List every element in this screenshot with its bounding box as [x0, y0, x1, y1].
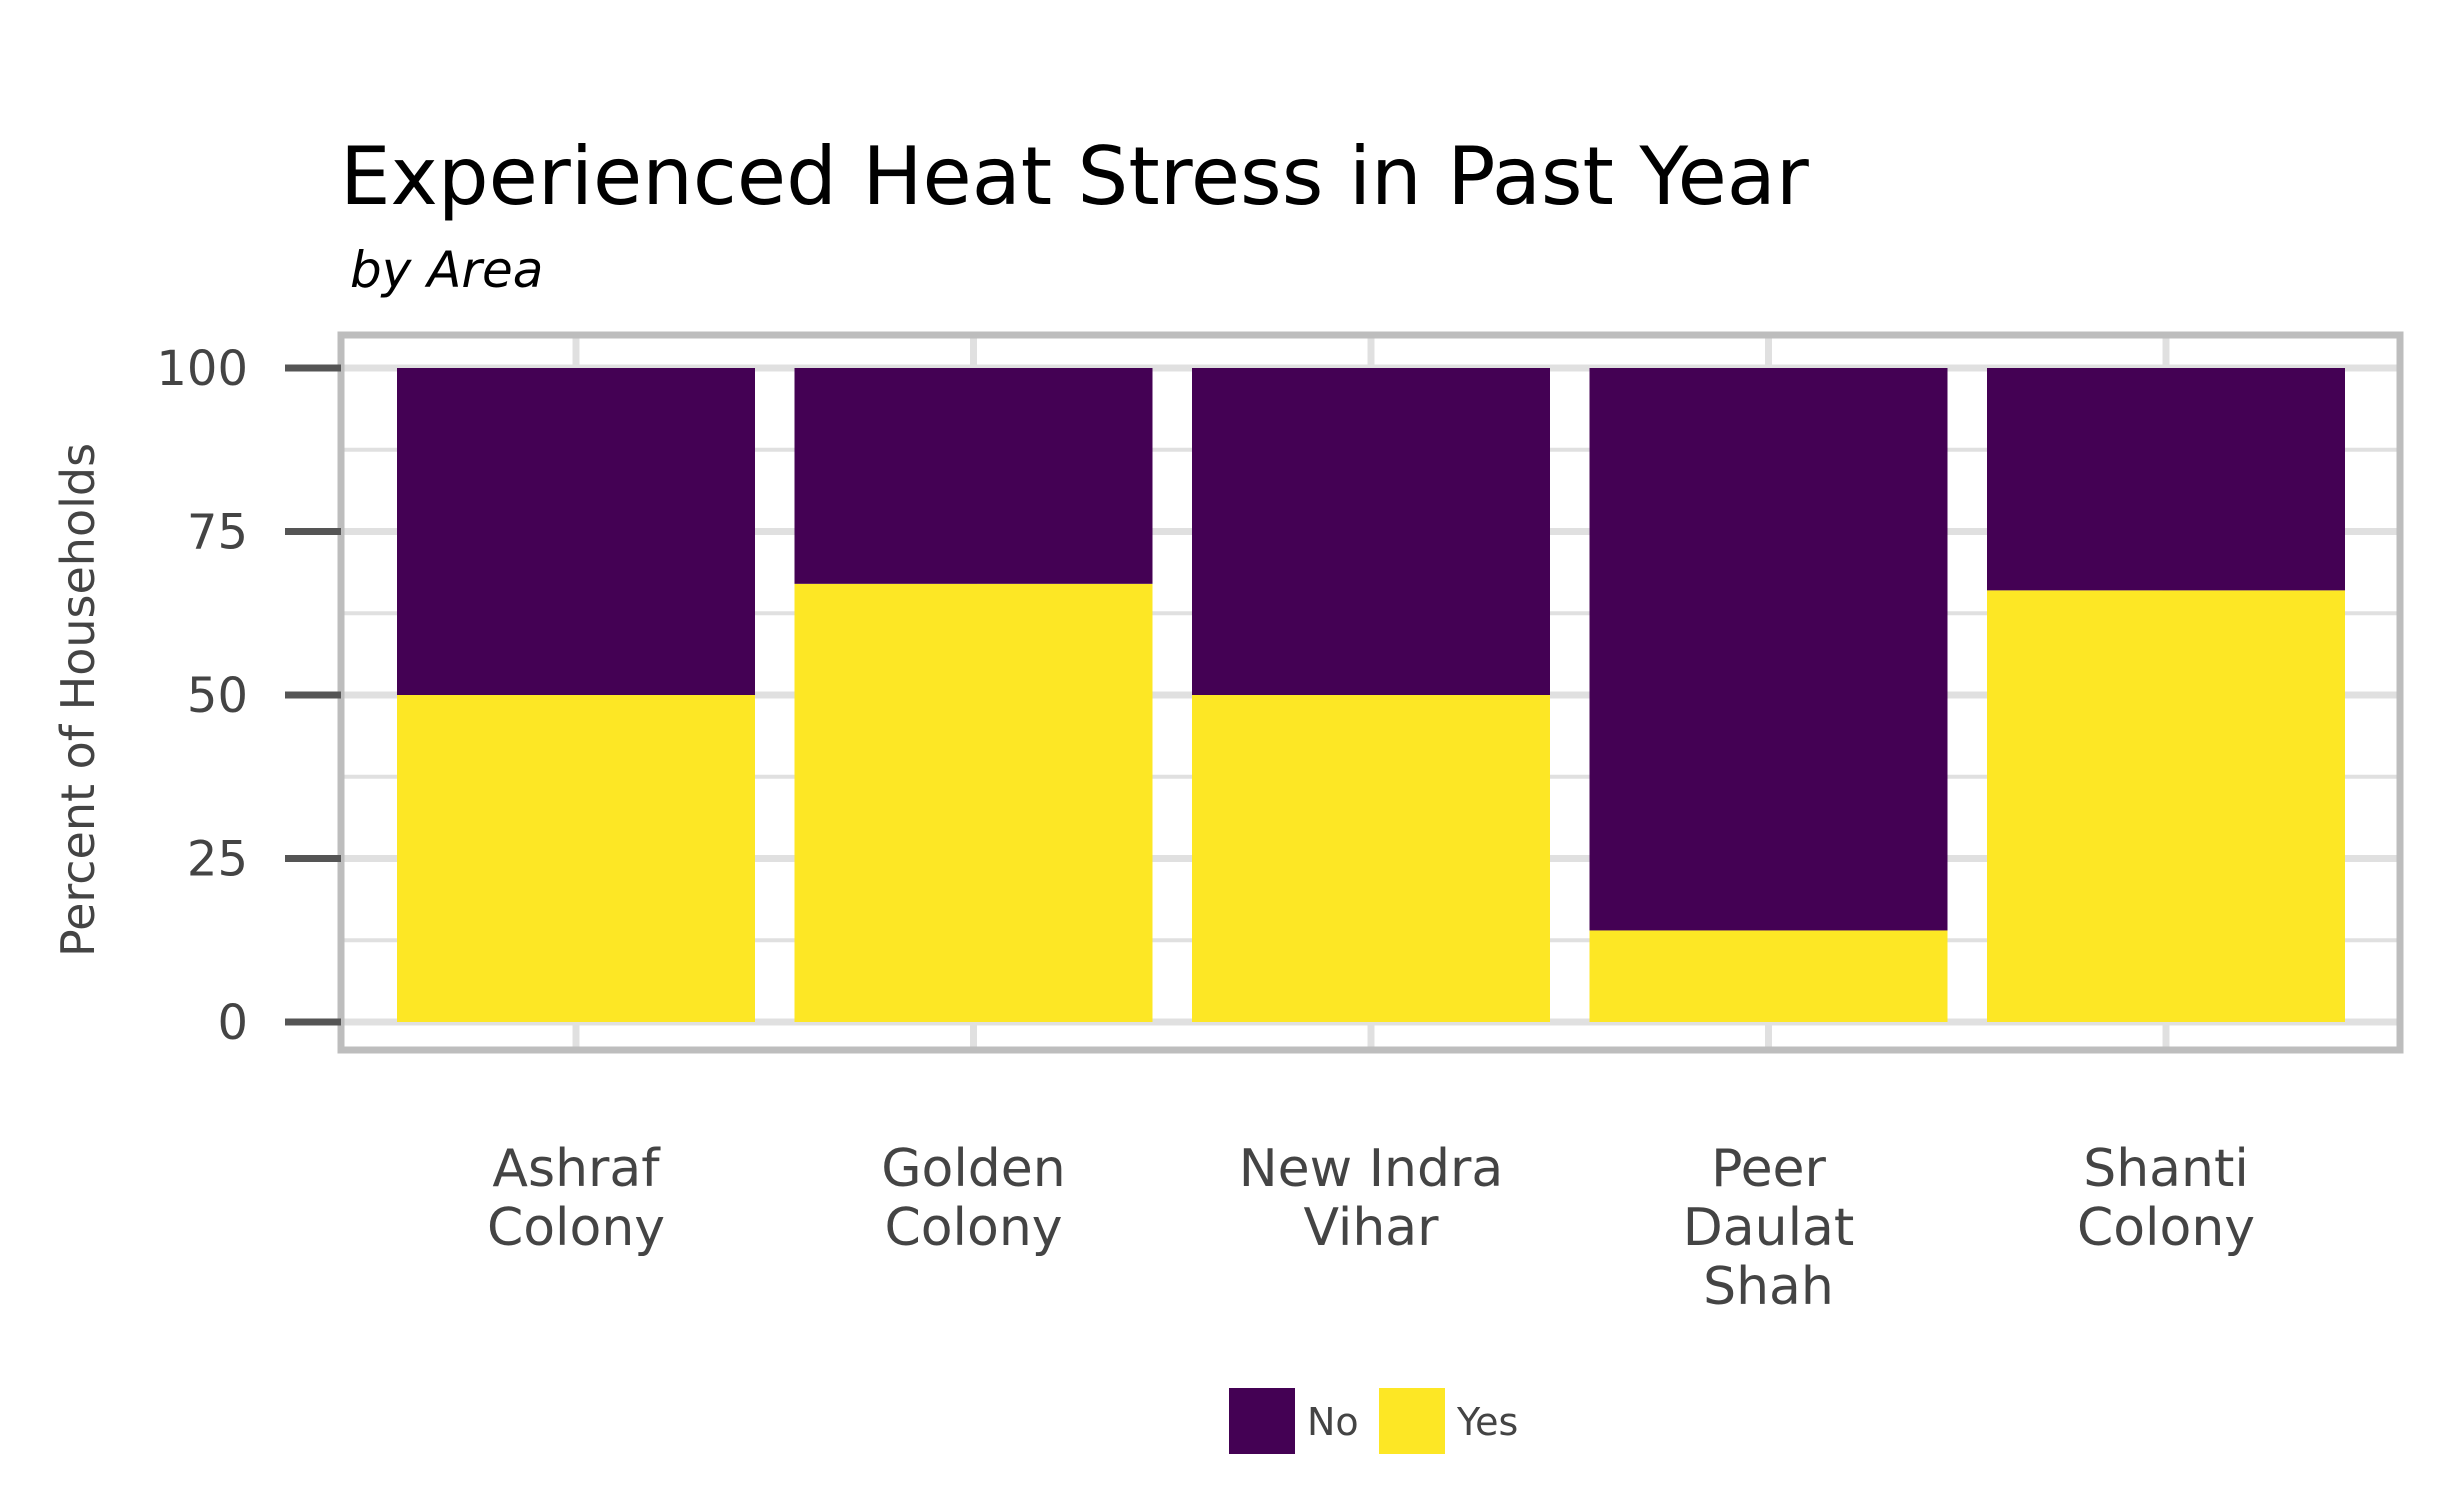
x-tick-label: Golden Colony	[881, 1139, 1066, 1258]
y-axis-title: Percent of Households	[51, 443, 105, 957]
bar-yes	[794, 583, 1153, 1022]
y-tick-label: 50	[187, 668, 248, 724]
y-tick-label: 0	[217, 995, 248, 1051]
x-tick-label-line: Colony	[884, 1198, 1062, 1258]
chart-title: Experienced Heat Stress in Past Year	[340, 130, 1809, 223]
x-tick-label-line: Vihar	[1303, 1198, 1439, 1258]
bar-no	[1987, 368, 2345, 591]
y-tick-label: 25	[187, 832, 248, 888]
bar-no	[397, 368, 755, 695]
x-tick-label-line: New Indra	[1239, 1139, 1504, 1199]
legend-swatch	[1229, 1388, 1295, 1454]
axis-ticks	[285, 364, 341, 1026]
bar-no	[794, 368, 1153, 584]
legend-label: No	[1307, 1400, 1359, 1444]
bar-yes	[1192, 695, 1550, 1022]
x-tick-label-line: Shanti	[2083, 1139, 2249, 1199]
legend: No Yes	[1229, 1388, 1518, 1454]
x-tick-label: Ashraf Colony	[487, 1139, 665, 1258]
x-tick-label-line: Ashraf	[492, 1139, 661, 1199]
y-tick-label: 100	[156, 341, 248, 397]
x-tick-label-line: Golden	[881, 1139, 1066, 1199]
bar-no	[1192, 368, 1550, 695]
x-tick-label-line: Shah	[1703, 1257, 1834, 1317]
x-tick-label: Peer Daulat Shah	[1683, 1139, 1855, 1317]
y-tick-label: 75	[187, 505, 248, 561]
x-tick-label-line: Colony	[2077, 1198, 2255, 1258]
x-tick-label: Shanti Colony	[2077, 1139, 2255, 1258]
legend-swatch	[1379, 1388, 1445, 1454]
x-tick-label: New Indra Vihar	[1239, 1139, 1504, 1258]
x-tick-label-line: Daulat	[1683, 1198, 1855, 1258]
legend-label: Yes	[1456, 1400, 1518, 1444]
bar-yes	[397, 695, 755, 1022]
bar-yes	[1589, 930, 1948, 1022]
bar-yes	[1987, 590, 2345, 1022]
x-tick-label-line: Peer	[1711, 1139, 1826, 1199]
bar-no	[1589, 368, 1948, 931]
x-tick-label-line: Colony	[487, 1198, 665, 1258]
chart-subtitle: by Area	[350, 241, 543, 299]
bars	[397, 368, 2345, 1022]
